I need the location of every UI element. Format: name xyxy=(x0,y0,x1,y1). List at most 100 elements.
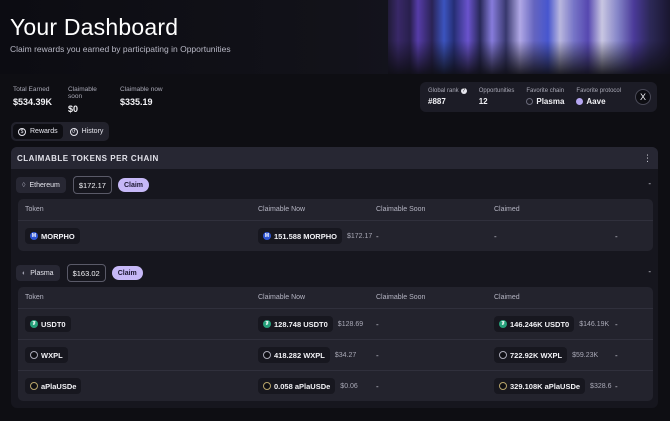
claimed-chip: ₮ 146.246K USDT0 xyxy=(494,316,575,332)
tab-history[interactable]: ↺ History xyxy=(65,124,109,139)
claim-button[interactable]: Claim xyxy=(117,178,150,192)
claimable-now-amount: 128.748 USDT0 xyxy=(274,319,328,329)
hero-banner: Your Dashboard Claim rewards you earned … xyxy=(0,0,670,74)
dollar-icon: $ xyxy=(18,127,26,136)
claimable-now-chip: M 151.588 MORPHO xyxy=(258,228,342,244)
claimed-amount: 722.92K WXPL xyxy=(510,350,563,360)
opportunities-label: Opportunities xyxy=(478,88,515,94)
claimed-usd: $146.19K xyxy=(579,320,610,328)
aplausde-icon xyxy=(499,382,507,390)
claimable-now-amount: 151.588 MORPHO xyxy=(274,231,337,241)
usdt-icon: ₮ xyxy=(499,320,507,328)
wxpl-icon xyxy=(30,351,38,359)
column-header: Claimable Soon xyxy=(376,294,426,301)
ethereum-icon: ◊ xyxy=(22,181,26,189)
claimed-amount: 146.246K USDT0 xyxy=(510,319,570,329)
table-header: Token Claimable Now Claimable Soon Claim… xyxy=(18,199,653,220)
table-row: ₮ USDT0 ₮ 128.748 USDT0 $128.69 - ₮ 146.246K… xyxy=(18,308,653,339)
tab-label: History xyxy=(81,128,104,135)
row-action[interactable]: - xyxy=(615,381,618,391)
earnings-stats: Total Earned $534.39K Claimable soon $0 … xyxy=(13,86,180,114)
chain-header-ethereum: ◊ Ethereum $172.17 Claim - xyxy=(11,174,658,196)
claim-button[interactable]: Claim xyxy=(111,266,143,280)
panel-title: CLAIMABLE TOKENS PER CHAIN xyxy=(17,153,159,163)
global-rank: Global rank? #887 xyxy=(428,88,467,106)
favorite-chain: Favorite chain Plasma xyxy=(526,88,564,106)
column-header: Token xyxy=(25,206,44,213)
profile-summary-card: Global rank? #887 Opportunities 12 Favor… xyxy=(420,82,657,112)
stat-total-earned: Total Earned $534.39K xyxy=(13,86,58,114)
panel-header: CLAIMABLE TOKENS PER CHAIN ⋮ xyxy=(11,147,658,169)
token-name: aPlaUSDe xyxy=(41,381,77,391)
claimed-value: - xyxy=(494,231,497,241)
claimed-chip: 722.92K WXPL xyxy=(494,347,568,363)
claimable-now-usd: $34.27 xyxy=(334,351,357,359)
claimed-chip: 329.108K aPlaUSDe xyxy=(494,378,586,394)
claimed-usd: $328.6 xyxy=(590,382,612,390)
stat-claimable-soon: Claimable soon $0 xyxy=(68,86,110,114)
help-icon[interactable]: ? xyxy=(460,88,467,94)
opportunities-value: 12 xyxy=(478,97,488,106)
column-header: Claimed xyxy=(494,294,520,301)
claimable-now-usd: $0.06 xyxy=(340,382,358,390)
claimable-now-usd: $172.17 xyxy=(346,232,373,240)
opportunities-count: Opportunities 12 xyxy=(479,88,515,106)
aplausde-icon xyxy=(263,382,271,390)
favorite-protocol-label: Favorite protocol xyxy=(576,88,622,94)
more-options-icon[interactable]: ⋮ xyxy=(643,152,652,163)
tab-rewards[interactable]: $ Rewards xyxy=(13,124,63,139)
stat-label: Claimable now xyxy=(120,86,163,93)
token-name: USDT0 xyxy=(41,319,66,329)
table-row: M MORPHO M 151.588 MORPHO $172.17 - - - xyxy=(18,220,653,251)
wxpl-icon xyxy=(499,351,507,359)
stat-label: Claimable soon xyxy=(68,86,97,100)
global-rank-label: Global rank xyxy=(428,88,459,94)
column-header: Claimable Now xyxy=(258,294,306,301)
claimable-now-chip: 0.058 aPlaUSDe xyxy=(258,378,336,394)
usdt-icon: ₮ xyxy=(263,320,271,328)
page-subtitle: Claim rewards you earned by participatin… xyxy=(10,44,231,54)
stat-claimable-now: Claimable now $335.19 xyxy=(120,86,180,114)
history-icon: ↺ xyxy=(69,127,78,136)
row-action[interactable]: - xyxy=(615,231,618,241)
claimable-now-chip: ₮ 128.748 USDT0 xyxy=(258,316,333,332)
x-social-button[interactable]: X xyxy=(635,89,651,105)
stat-label: Total Earned xyxy=(13,86,50,93)
token-chip: ₮ USDT0 xyxy=(25,316,71,332)
token-name: WXPL xyxy=(41,350,63,360)
token-chip: WXPL xyxy=(25,347,68,363)
token-chip: aPlaUSDe xyxy=(25,378,82,394)
claimable-now-usd: $128.69 xyxy=(337,320,364,328)
column-header: Claimed xyxy=(494,206,520,213)
stat-value: $0 xyxy=(68,104,79,114)
chain-header-plasma: ◐ Plasma $163.02 Claim - xyxy=(11,262,658,284)
claimable-now-amount: 418.282 WXPL xyxy=(274,350,325,360)
claimable-tokens-panel: CLAIMABLE TOKENS PER CHAIN ⋮ ◊ Ethereum … xyxy=(11,147,658,408)
chain-name: Plasma xyxy=(30,269,54,277)
aplausde-icon xyxy=(30,382,38,390)
collapse-toggle[interactable]: - xyxy=(648,267,651,276)
row-action[interactable]: - xyxy=(615,350,618,360)
morpho-icon: M xyxy=(30,232,38,240)
claimable-now-amount: 0.058 aPlaUSDe xyxy=(274,381,331,391)
favorite-chain-label: Favorite chain xyxy=(526,88,565,94)
chain-name: Ethereum xyxy=(29,181,60,189)
chain-badge: ◐ Plasma xyxy=(16,265,60,281)
column-header: Claimable Soon xyxy=(376,206,426,213)
chain-badge: ◊ Ethereum xyxy=(16,177,66,193)
table-row: WXPL 418.282 WXPL $34.27 - 722.92K WXPL $5… xyxy=(18,339,653,370)
collapse-toggle[interactable]: - xyxy=(648,179,651,188)
tab-label: Rewards xyxy=(30,128,58,135)
claimed-usd: $59.23K xyxy=(572,351,599,359)
page-title: Your Dashboard xyxy=(10,14,179,40)
view-tabs: $ Rewards ↺ History xyxy=(11,122,109,141)
row-action[interactable]: - xyxy=(615,319,618,329)
favorite-protocol: Favorite protocol Aave xyxy=(576,88,621,106)
wxpl-icon xyxy=(263,351,271,359)
chain-claimable-amount: $172.17 xyxy=(72,176,112,194)
ethereum-token-table: Token Claimable Now Claimable Soon Claim… xyxy=(18,199,653,251)
column-header: Claimable Now xyxy=(258,206,306,213)
plasma-token-table: Token Claimable Now Claimable Soon Claim… xyxy=(18,287,653,401)
claimable-soon-value: - xyxy=(376,319,379,329)
hero-gradient-art xyxy=(388,0,670,74)
